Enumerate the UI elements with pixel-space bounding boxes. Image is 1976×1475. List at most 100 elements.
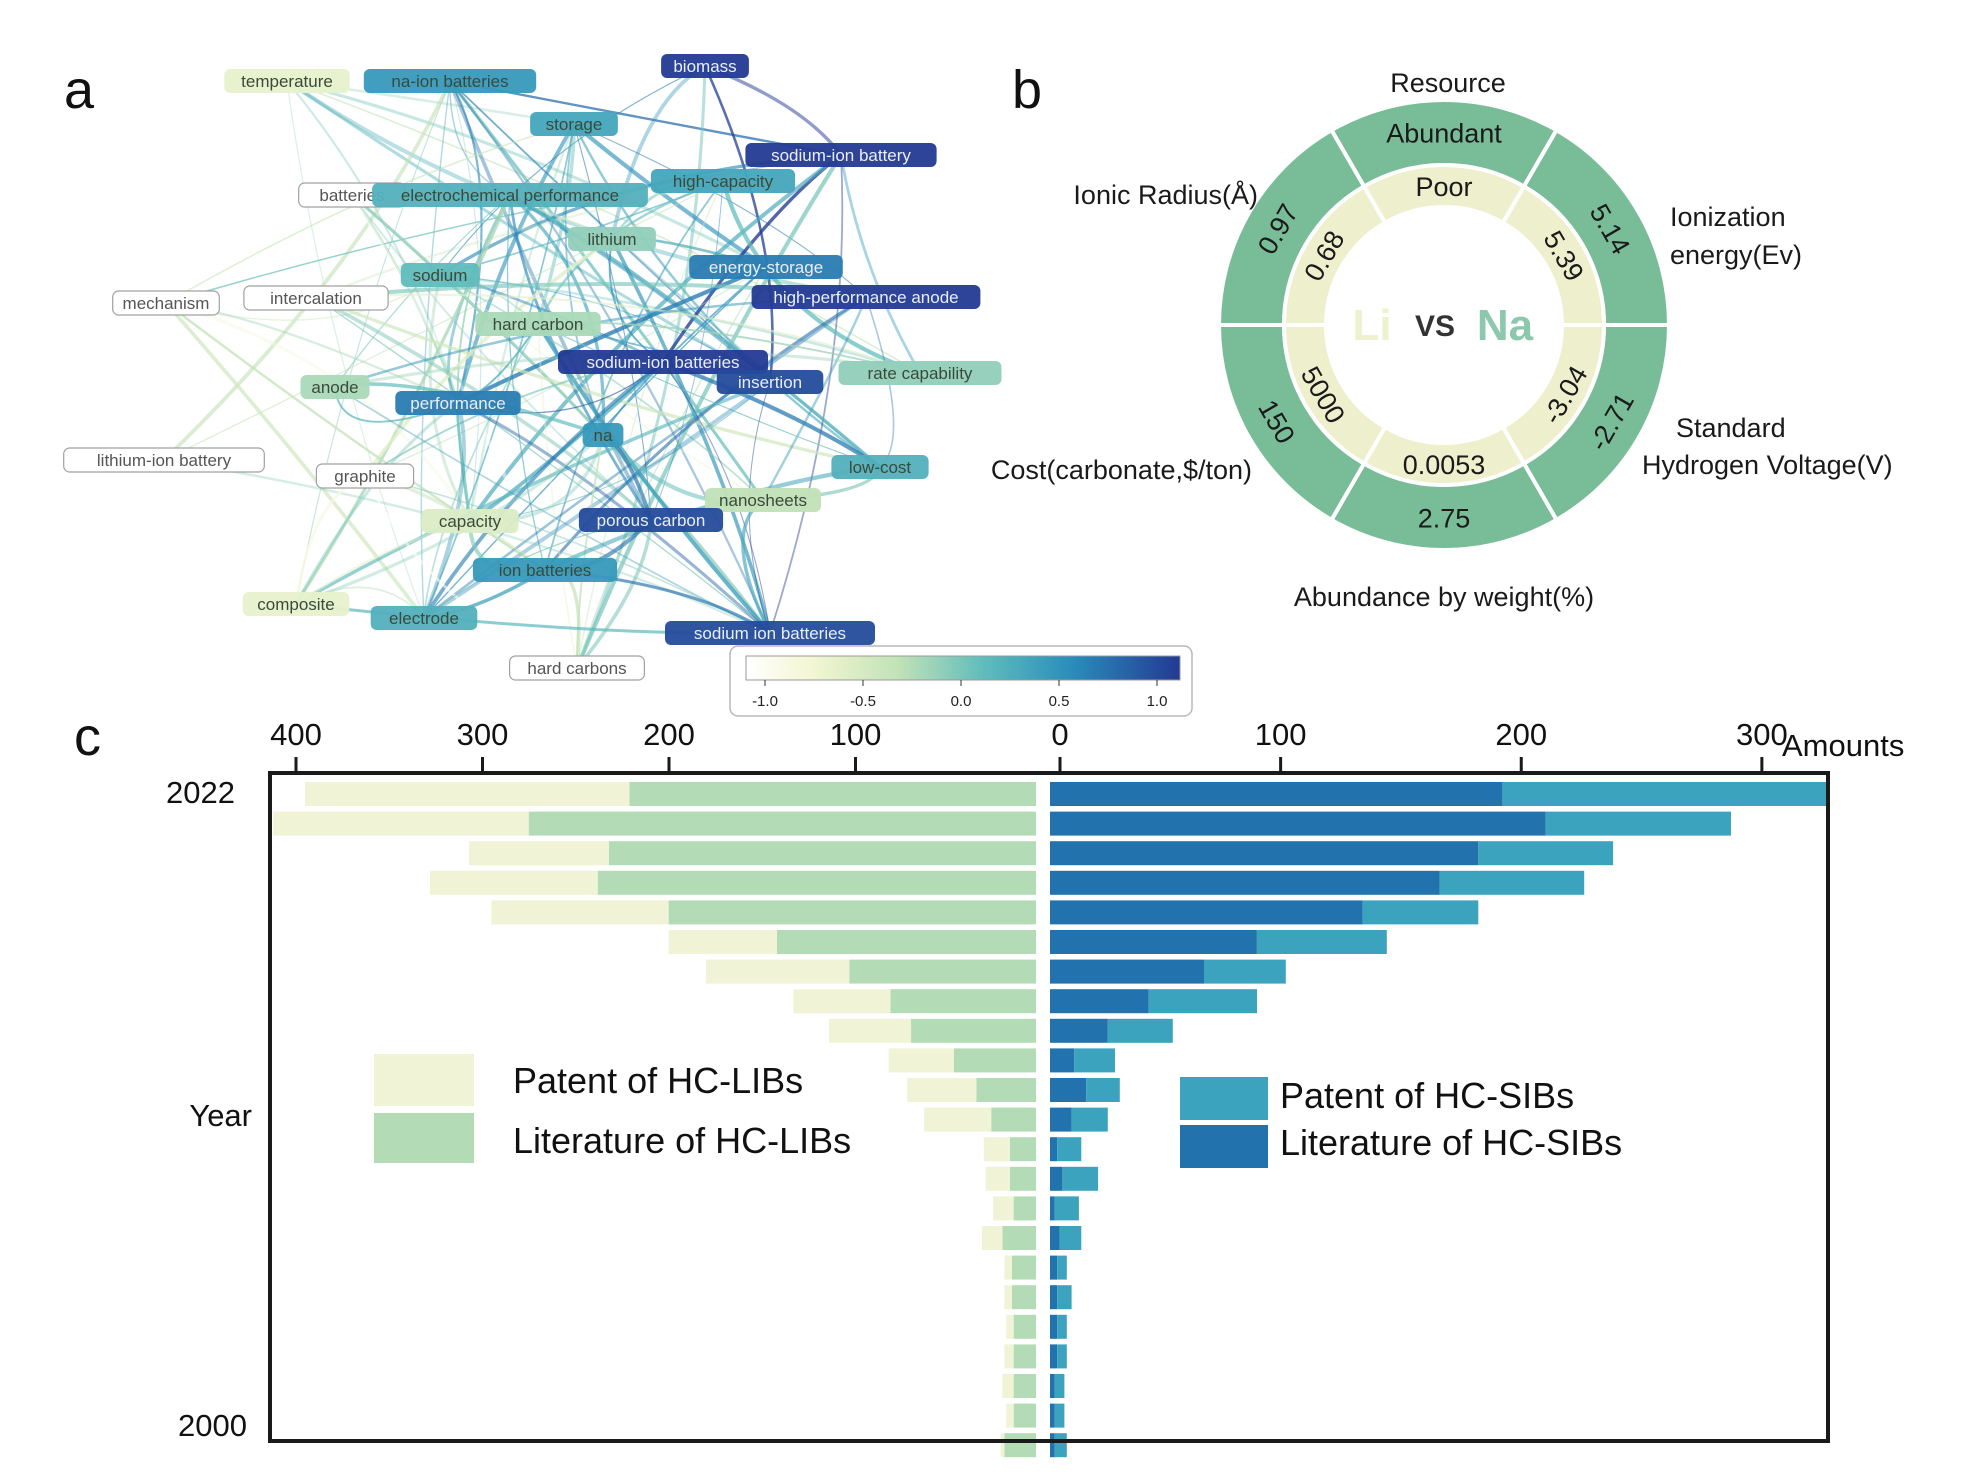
legend-label-literature-libs: Literature of HC-LIBs — [513, 1120, 851, 1161]
keyword-label: rate capability — [868, 364, 973, 383]
keyword-node-high-capacity: high-capacity — [650, 169, 796, 193]
keyword-node-mechanism: mechanism — [112, 290, 220, 316]
bar-literature-sibs-2007 — [1050, 1226, 1060, 1250]
keyword-label: batteries — [319, 186, 384, 205]
legend-swatch-literature-sibs — [1180, 1125, 1268, 1168]
keyword-label: sodium-ion battery — [771, 146, 911, 165]
keyword-box — [224, 69, 350, 93]
keyword-label: high-capacity — [673, 172, 774, 191]
bar-patent-libs-2007 — [981, 1226, 1003, 1250]
keyword-label: low-cost — [849, 458, 912, 477]
standard-label-line1: Standard — [1676, 413, 1786, 443]
bar-literature-sibs-2020 — [1050, 841, 1479, 866]
x-tick-label: 300 — [1736, 717, 1788, 752]
donut-rings — [1216, 98, 1672, 552]
standard-label-line2: Hydrogen Voltage(V) — [1642, 450, 1893, 480]
network-edge — [572, 122, 768, 269]
keyword-node-na: na — [582, 423, 624, 447]
bar-patent-libs-2004 — [1006, 1314, 1014, 1339]
bar-patent-sibs-2017 — [1256, 930, 1387, 954]
colorbar-tick-label: 0.5 — [1049, 693, 1070, 710]
network-edge — [457, 265, 767, 405]
network-edge — [163, 180, 724, 461]
keyword-node-composite: composite — [242, 592, 350, 616]
keyword-node-intercalation: intercalation — [243, 285, 389, 311]
bar-marks — [273, 782, 1828, 1458]
x-axis-ticks: 400 300 200 100 0 100 200 300 — [270, 717, 1788, 773]
keyword-label: sodium ion batteries — [694, 624, 846, 643]
bar-patent-libs-2014 — [829, 1018, 912, 1043]
bar-patent-sibs-2021 — [1545, 811, 1731, 836]
keyword-box — [705, 488, 821, 512]
network-edge — [506, 194, 546, 571]
keyword-box — [558, 350, 768, 374]
keyword-box — [472, 558, 618, 582]
bar-patent-libs-2009 — [985, 1166, 1010, 1191]
keyword-node-sodium: sodium — [400, 263, 480, 287]
x-tick-label: 0 — [1051, 717, 1068, 752]
keyword-node-na-ion-batteries: na-ion batteries — [363, 69, 537, 93]
keyword-box — [530, 112, 618, 136]
keyword-node-energy-storage: energy-storage — [689, 255, 843, 279]
bar-patent-sibs-2012 — [1086, 1078, 1120, 1102]
keyword-label: temperature — [241, 72, 333, 91]
network-edge — [315, 297, 771, 634]
bar-literature-sibs-2006 — [1050, 1255, 1058, 1280]
bar-patent-libs-2017 — [668, 930, 777, 954]
bar-patent-sibs-2003 — [1057, 1344, 1067, 1369]
keyword-box — [370, 606, 478, 630]
network-edge — [537, 323, 881, 468]
keyword-label: high-performance anode — [773, 288, 958, 307]
bar-patent-libs-2012 — [907, 1078, 977, 1102]
bar-patent-libs-2011 — [924, 1107, 992, 1132]
li-label: Li — [1352, 301, 1391, 350]
network-edge — [468, 123, 576, 522]
colorbar: -1.0 -0.5 0.0 0.5 1.0 — [729, 645, 1193, 717]
keyword-label: na-ion batteries — [391, 72, 508, 91]
network-edge — [575, 153, 843, 669]
resource-label: Resource — [1390, 68, 1506, 98]
keyword-node-lithium-ion-battery: lithium-ion battery — [63, 447, 265, 473]
network-edge — [423, 323, 539, 619]
plot-frame — [268, 771, 1830, 1443]
colorbar-tick-label: -0.5 — [850, 693, 876, 710]
bar-patent-sibs-2002 — [1054, 1374, 1065, 1398]
li-value: 0.0053 — [1403, 450, 1486, 480]
ionization-label-line1: Ionization — [1670, 202, 1786, 232]
bar-literature-sibs-2000 — [1050, 1433, 1055, 1458]
bar-patent-sibs-2020 — [1478, 841, 1614, 866]
li-vs-na-donut: AbundantPoor5.145.39-2.71-3.042.750.0053… — [1216, 98, 1672, 552]
bar-patent-libs-2008 — [993, 1196, 1014, 1221]
keyword-box — [509, 655, 646, 681]
bar-literature-libs-2011 — [991, 1107, 1036, 1132]
keyword-box — [112, 290, 220, 316]
keyword-box — [831, 455, 929, 479]
keyword-label: anode — [311, 378, 358, 397]
ionic-radius-label: Ionic Radius(Å) — [1073, 179, 1258, 210]
bar-patent-sibs-2015 — [1148, 989, 1257, 1014]
y-axis-title: Year — [189, 1098, 252, 1133]
keyword-label: hard carbons — [527, 659, 626, 678]
legend-swatch-literature-libs — [374, 1113, 474, 1163]
bar-literature-libs-2010 — [1009, 1137, 1036, 1162]
bar-literature-libs-2003 — [1013, 1344, 1036, 1369]
bar-literature-libs-2014 — [911, 1018, 1036, 1043]
colorbar-ticks: -1.0 -0.5 0.0 0.5 1.0 — [752, 680, 1167, 710]
bar-patent-libs-2000 — [1000, 1433, 1005, 1458]
network-edge — [575, 519, 653, 670]
bar-patent-sibs-2018 — [1362, 900, 1479, 925]
network-edge — [537, 323, 578, 669]
bar-literature-libs-2021 — [528, 811, 1036, 836]
keyword-box — [661, 54, 749, 78]
keyword-box — [665, 621, 875, 645]
keyword-label: capacity — [439, 512, 502, 531]
keyword-label: electrode — [389, 609, 459, 628]
network-edge — [544, 180, 724, 571]
network-edge — [315, 293, 921, 374]
keyword-box — [650, 169, 796, 193]
bar-literature-sibs-2009 — [1050, 1166, 1062, 1191]
keyword-label: mechanism — [123, 294, 210, 313]
keyword-label: performance — [410, 394, 505, 413]
bar-patent-sibs-2010 — [1057, 1137, 1082, 1162]
bar-literature-libs-2000 — [1004, 1433, 1036, 1458]
